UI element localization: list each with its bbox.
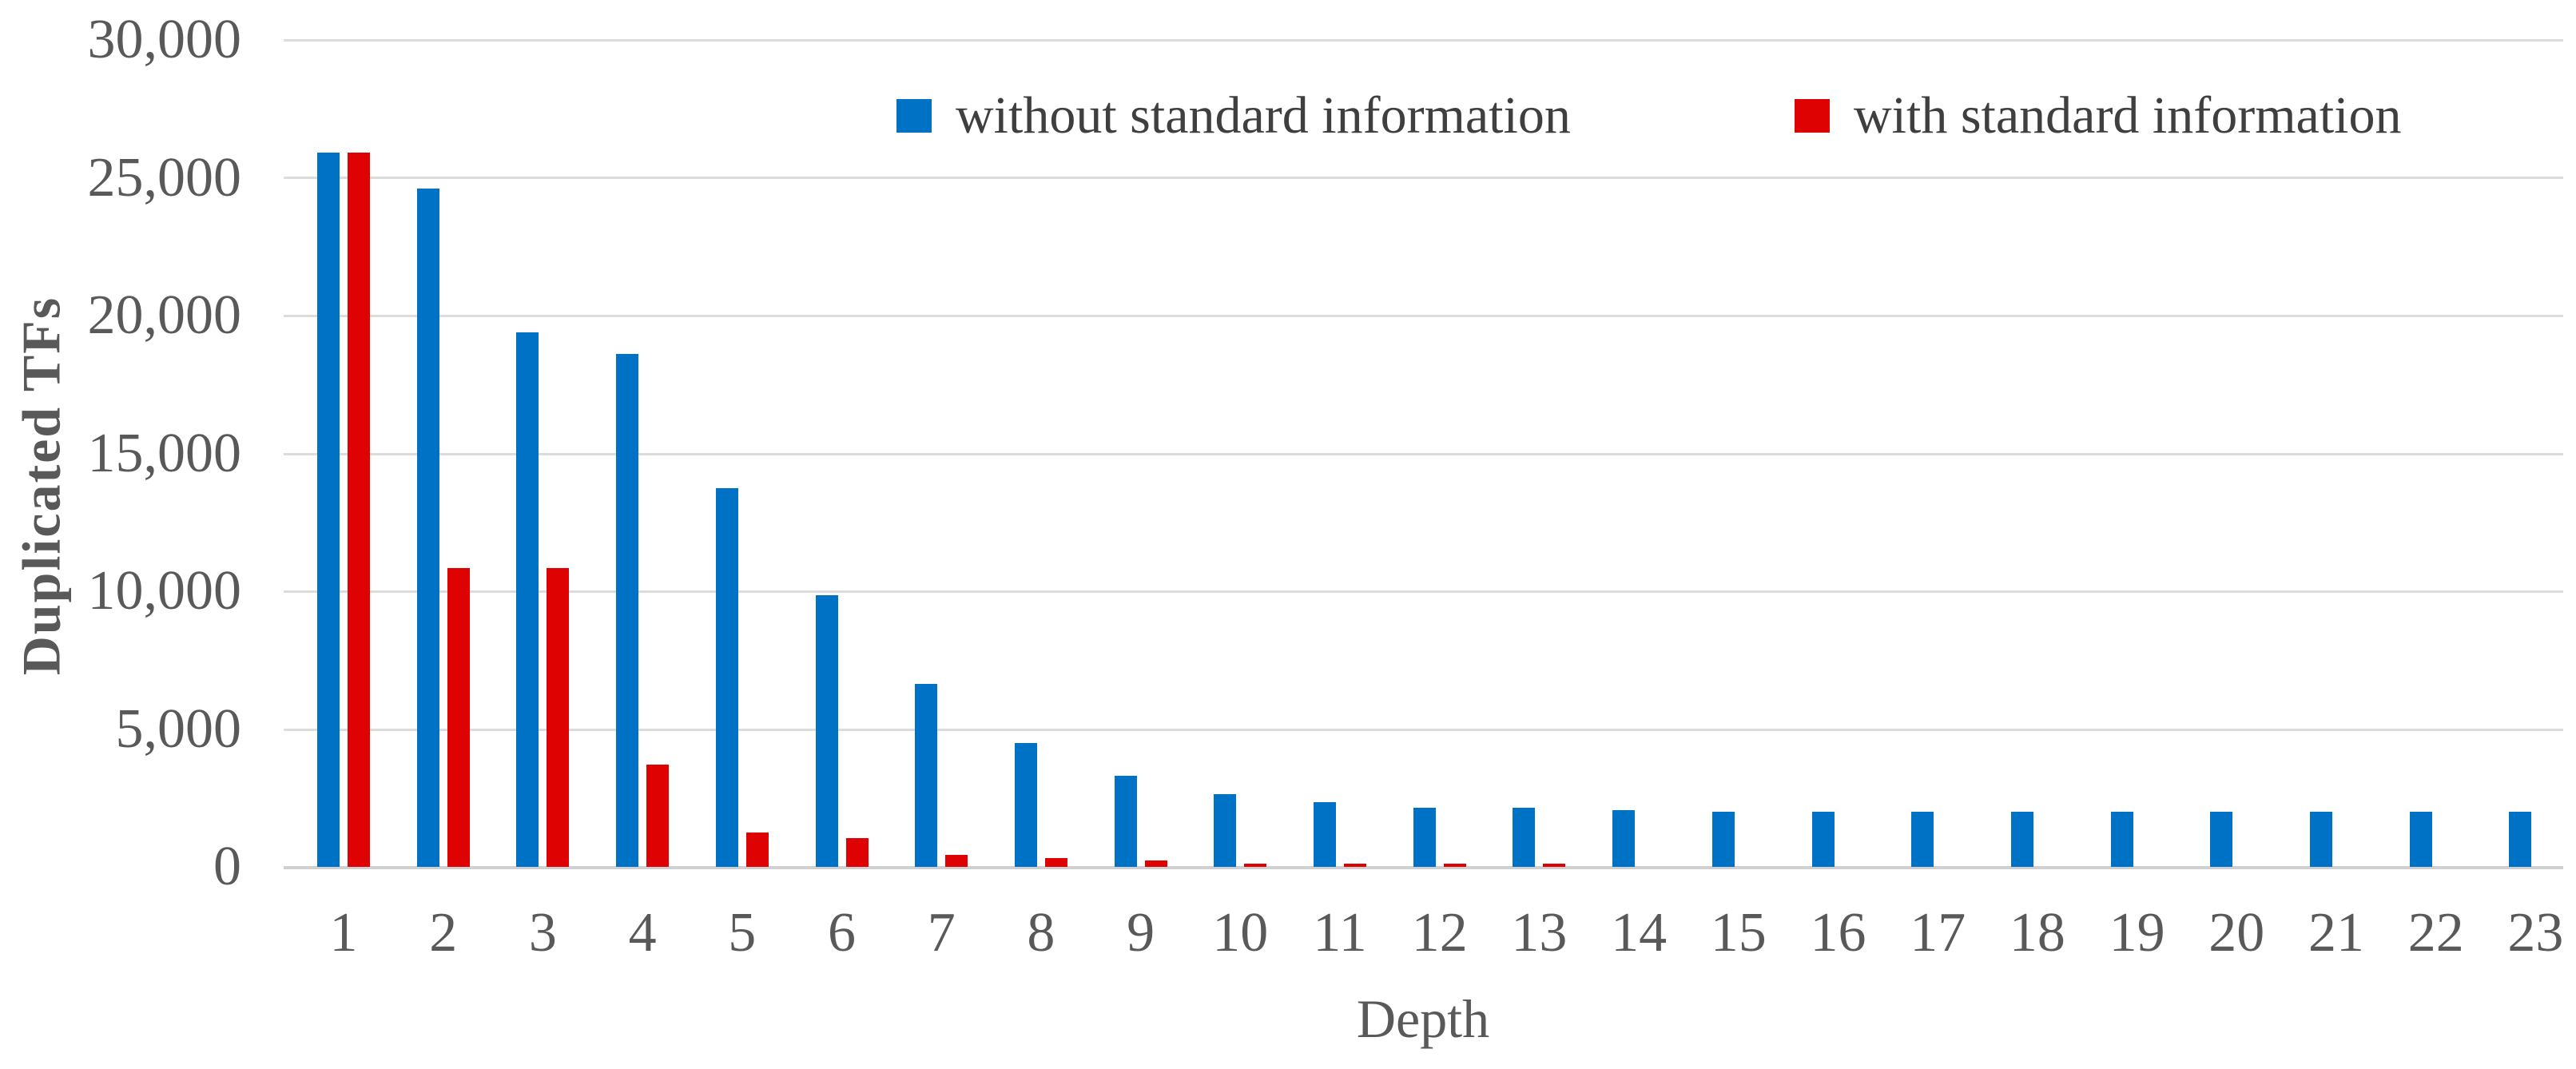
bar-depth-2-with-standard-information: [447, 568, 470, 867]
bar-depth-11-without-standard-information: [1314, 802, 1336, 867]
bar-depth-5-with-standard-information: [746, 833, 769, 867]
x-tick-label-22: 22: [2407, 902, 2464, 964]
x-axis-line: [284, 866, 2563, 869]
x-tick-label-7: 7: [927, 902, 956, 964]
legend-marker-red: [1795, 99, 1830, 133]
gridline-15000: [284, 453, 2563, 455]
bar-depth-17-without-standard-information: [1911, 812, 1934, 867]
x-tick-label-17: 17: [1910, 902, 1966, 964]
bar-depth-9-with-standard-information: [1145, 860, 1167, 867]
y-tick-label-5000: 5,000: [115, 697, 242, 760]
y-tick-label-10000: 10,000: [87, 560, 242, 622]
y-tick-label-25000: 25,000: [87, 146, 242, 209]
bar-depth-23-without-standard-information: [2509, 812, 2531, 867]
bar-depth-18-without-standard-information: [2011, 812, 2033, 867]
x-tick-label-19: 19: [2109, 902, 2165, 964]
bar-depth-6-without-standard-information: [816, 595, 838, 867]
bar-depth-3-with-standard-information: [547, 568, 569, 867]
x-tick-label-14: 14: [1611, 902, 1668, 964]
x-tick-label-2: 2: [429, 902, 458, 964]
x-axis-title: Depth: [1356, 988, 1490, 1049]
bar-depth-19-without-standard-information: [2111, 812, 2133, 867]
gridline-20000: [284, 315, 2563, 317]
x-tick-label-11: 11: [1313, 902, 1367, 964]
bar-depth-13-with-standard-information: [1543, 864, 1565, 867]
x-tick-label-4: 4: [628, 902, 657, 964]
bar-depth-2-without-standard-information: [417, 189, 439, 867]
x-tick-label-15: 15: [1710, 902, 1767, 964]
legend-item-with-standard-information: with standard information: [1795, 81, 2402, 150]
legend-label: without standard information: [956, 86, 1571, 145]
bar-depth-12-with-standard-information: [1444, 864, 1466, 867]
x-tick-label-20: 20: [2208, 902, 2265, 964]
bar-depth-8-with-standard-information: [1045, 858, 1067, 867]
y-tick-label-15000: 15,000: [87, 422, 242, 484]
bar-depth-7-without-standard-information: [915, 684, 937, 867]
legend-label: with standard information: [1854, 86, 2402, 145]
bar-depth-16-without-standard-information: [1812, 812, 1835, 867]
x-tick-label-12: 12: [1411, 902, 1468, 964]
x-tick-label-18: 18: [2009, 902, 2065, 964]
x-tick-label-13: 13: [1511, 902, 1568, 964]
bar-depth-11-with-standard-information: [1344, 864, 1366, 867]
bar-depth-22-without-standard-information: [2410, 812, 2432, 867]
bar-depth-14-without-standard-information: [1612, 810, 1635, 867]
bar-depth-1-with-standard-information: [348, 153, 370, 867]
gridline-25000: [284, 177, 2563, 179]
bar-depth-6-with-standard-information: [846, 838, 869, 867]
bar-depth-1-without-standard-information: [317, 153, 340, 867]
x-tick-label-10: 10: [1212, 902, 1269, 964]
y-tick-label-20000: 20,000: [87, 284, 242, 346]
bar-depth-8-without-standard-information: [1015, 743, 1037, 867]
bar-depth-7-with-standard-information: [945, 855, 968, 867]
bar-depth-13-without-standard-information: [1513, 808, 1535, 867]
legend-item-without-standard-information: without standard information: [896, 81, 1571, 150]
x-tick-label-6: 6: [828, 902, 856, 964]
x-tick-label-8: 8: [1027, 902, 1055, 964]
y-tick-label-30000: 30,000: [87, 9, 242, 70]
bar-depth-10-with-standard-information: [1244, 864, 1266, 867]
bar-depth-4-without-standard-information: [616, 354, 638, 867]
x-tick-label-9: 9: [1127, 902, 1155, 964]
bar-depth-21-without-standard-information: [2310, 812, 2332, 867]
gridline-10000: [284, 590, 2563, 593]
bar-depth-20-without-standard-information: [2210, 812, 2232, 867]
x-tick-label-21: 21: [2308, 902, 2364, 964]
bar-depth-9-without-standard-information: [1115, 776, 1137, 867]
bar-depth-5-without-standard-information: [716, 488, 738, 867]
bar-depth-4-with-standard-information: [646, 765, 669, 867]
y-tick-label-0: 0: [213, 836, 241, 897]
gridline-30000: [284, 39, 2563, 42]
bar-depth-12-without-standard-information: [1413, 808, 1436, 867]
legend-marker-blue: [896, 99, 932, 133]
bar-depth-10-without-standard-information: [1214, 794, 1236, 867]
x-tick-label-16: 16: [1810, 902, 1866, 964]
x-tick-label-1: 1: [329, 902, 358, 964]
x-tick-label-5: 5: [728, 902, 757, 964]
gridline-5000: [284, 729, 2563, 731]
x-tick-label-23: 23: [2507, 902, 2564, 964]
bar-depth-3-without-standard-information: [516, 332, 539, 867]
bar-depth-15-without-standard-information: [1712, 812, 1735, 867]
x-tick-label-3: 3: [528, 902, 557, 964]
